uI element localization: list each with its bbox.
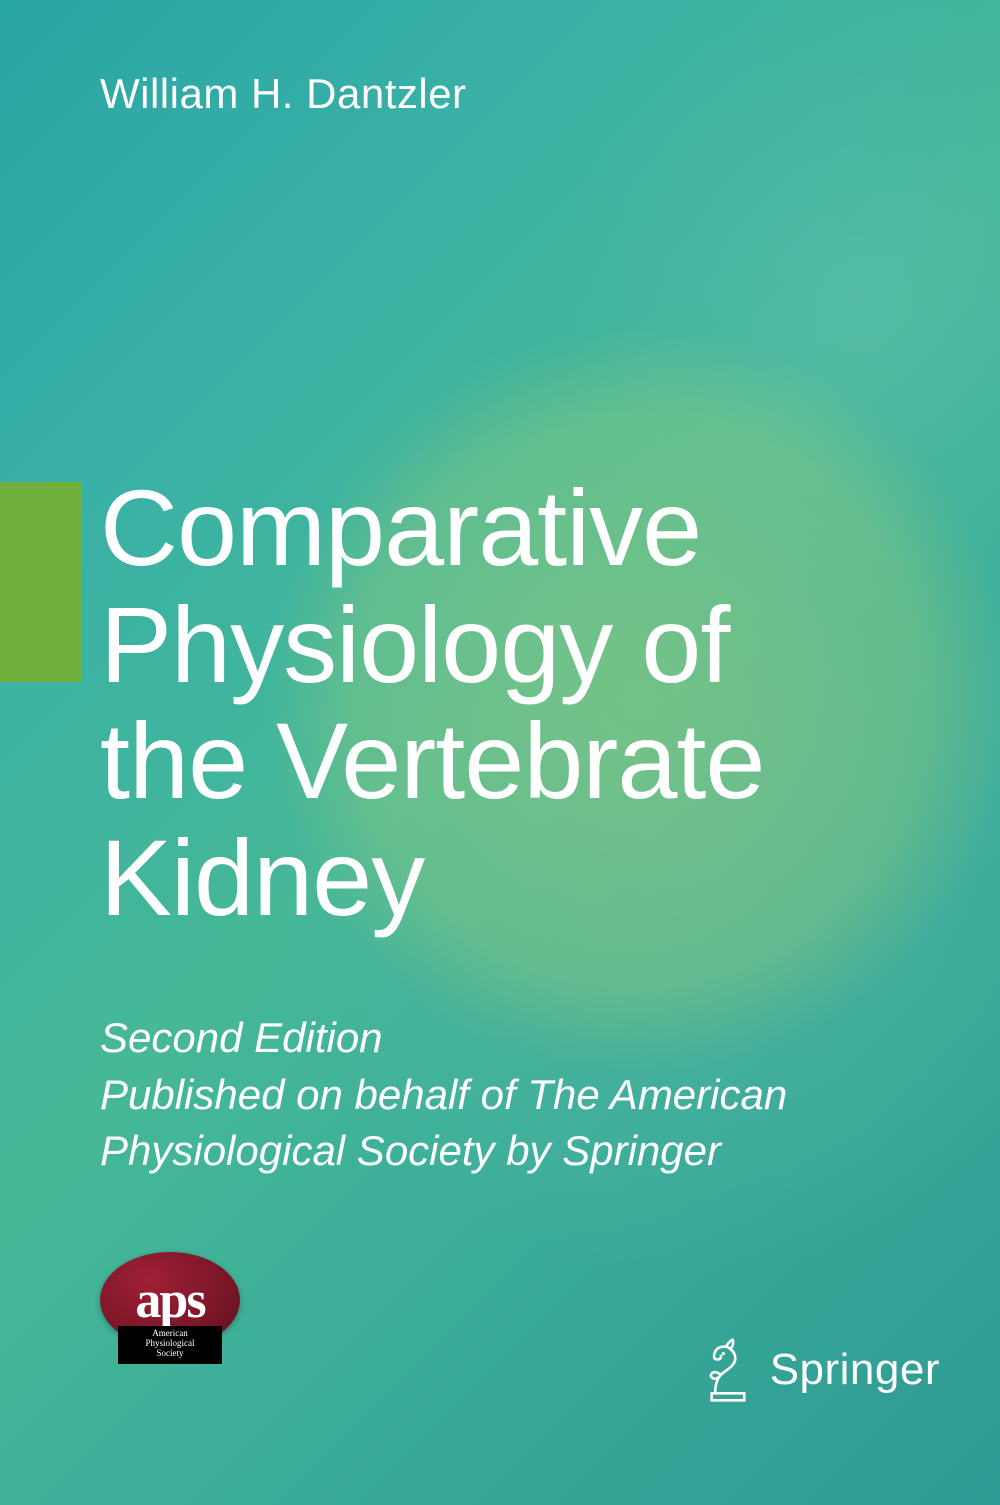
- aps-logo: aps American Physiological Society: [100, 1230, 240, 1370]
- book-subtitle: Second Edition Published on behalf of Th…: [100, 1010, 880, 1180]
- subtitle-line: Second Edition: [100, 1014, 383, 1061]
- subtitle-line: Published on behalf of The American: [100, 1071, 787, 1118]
- subtitle-line: Physiological Society by Springer: [100, 1127, 721, 1174]
- title-line: Kidney: [100, 817, 424, 938]
- aps-banner-line: Physiological: [146, 1338, 195, 1348]
- aps-logo-abbr: aps: [135, 1271, 204, 1330]
- aps-banner-line: American: [152, 1328, 187, 1338]
- chess-knight-icon: [700, 1335, 756, 1405]
- publisher-logo: Springer: [700, 1335, 940, 1405]
- aps-banner-line: Society: [157, 1348, 184, 1358]
- title-line: Comparative: [100, 467, 701, 588]
- aps-logo-banner: American Physiological Society: [118, 1326, 222, 1364]
- title-line: Physiology of: [100, 584, 729, 705]
- publisher-name: Springer: [770, 1345, 940, 1395]
- book-title: Comparative Physiology of the Vertebrate…: [100, 470, 940, 937]
- accent-tab: [0, 482, 82, 682]
- author-name: William H. Dantzler: [100, 70, 467, 118]
- book-cover: William H. Dantzler Comparative Physiolo…: [0, 0, 1000, 1505]
- title-line: the Vertebrate: [100, 700, 764, 821]
